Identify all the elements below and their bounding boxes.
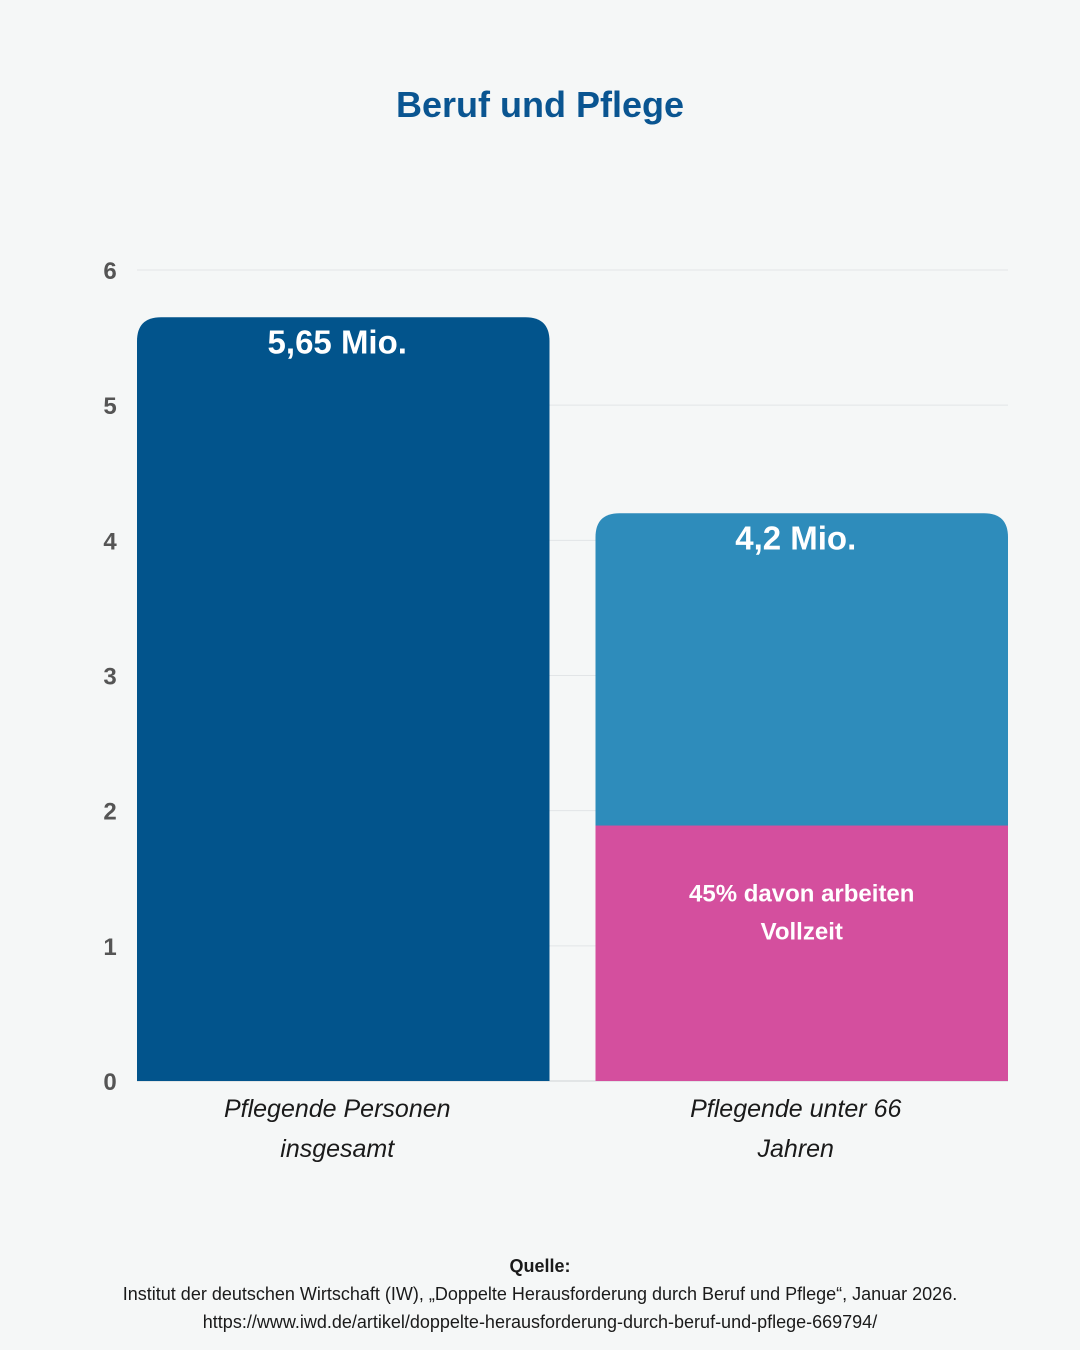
category-label: Pflegende unter 66	[690, 1095, 901, 1123]
y-tick-label: 2	[103, 799, 116, 826]
category-label: Jahren	[757, 1135, 834, 1163]
y-tick-label: 4	[103, 528, 117, 555]
bar-chart: 0 1 2 3 4 5 6 5,65 Mio. Pflegende Personen insges…	[103, 258, 1008, 1163]
source-citation: Institut der deutschen Wirtschaft (IW), …	[122, 1284, 958, 1304]
bar-value-label: 5,65 Mio.	[268, 323, 407, 360]
segment-label: 45% davon arbeiten	[689, 881, 914, 908]
y-tick-label: 3	[103, 664, 116, 691]
bar-value-label: 4,2 Mio.	[735, 519, 856, 556]
y-tick-label: 6	[103, 258, 116, 285]
chart-title: Beruf und Pflege	[395, 84, 685, 125]
source-url[interactable]: https://www.iwd.de/artikel/doppelte-hera…	[202, 1312, 878, 1332]
category-label: Pflegende Personen	[224, 1095, 451, 1123]
bar-segment-fulltime	[595, 825, 1008, 1081]
y-tick-label: 1	[103, 934, 116, 961]
segment-label: Vollzeit	[761, 919, 843, 946]
y-tick-label: 5	[103, 393, 116, 420]
y-tick-label: 0	[103, 1069, 116, 1096]
source-heading: Quelle:	[509, 1256, 571, 1276]
bar	[137, 317, 550, 1081]
category-label: insgesamt	[280, 1135, 395, 1163]
source-note: Quelle: Institut der deutschen Wirtschaf…	[0, 1252, 1080, 1336]
